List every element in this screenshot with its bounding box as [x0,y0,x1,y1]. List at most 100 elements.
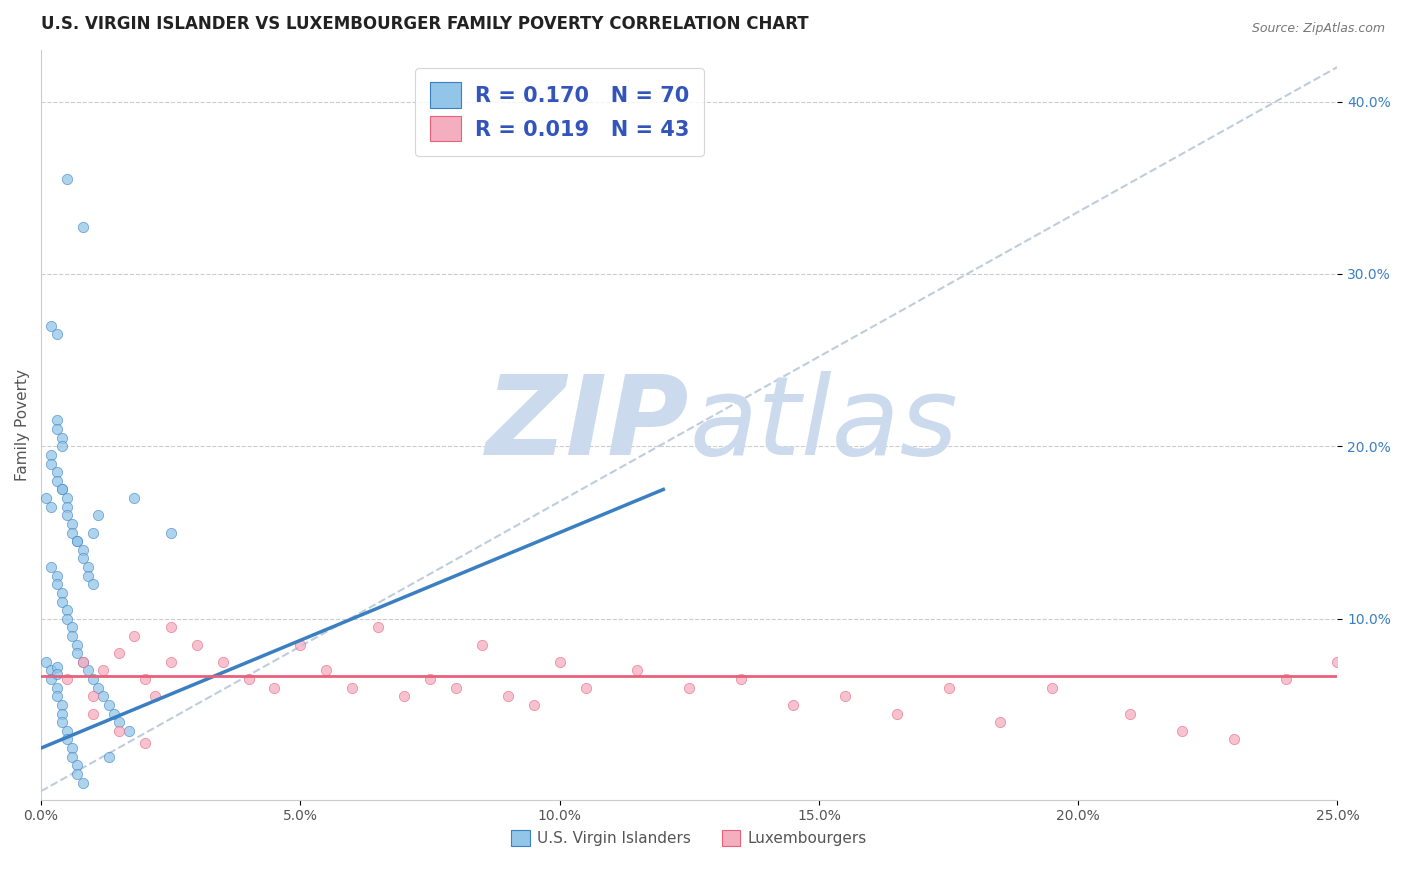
Point [76,560,98,574]
Point [45,327,67,342]
Point [988,715,1011,730]
Point [51,594,73,608]
Point [41,672,63,686]
Point [108,723,131,738]
Point [91,664,114,678]
Point [342,681,364,695]
Point [51,483,73,497]
Point [66,534,89,549]
Point [496,690,519,704]
Point [1119,706,1142,721]
Point [56,491,79,505]
Point [1326,655,1348,669]
Point [76,664,98,678]
Point [41,457,63,471]
Point [91,690,114,704]
Point [143,690,166,704]
Point [60,741,83,756]
Point [45,413,67,427]
Point [41,448,63,462]
Point [72,655,94,669]
Point [56,508,79,523]
Point [45,681,67,695]
Point [82,672,104,686]
Point [72,220,94,235]
Point [45,422,67,436]
Point [626,664,648,678]
Point [72,551,94,566]
Text: Source: ZipAtlas.com: Source: ZipAtlas.com [1251,22,1385,36]
Point [238,672,260,686]
Text: ZIP: ZIP [485,371,689,478]
Point [1222,732,1244,747]
Point [35,491,58,505]
Point [41,560,63,574]
Point [82,706,104,721]
Point [82,525,104,540]
Point [35,655,58,669]
Point [56,672,79,686]
Point [419,672,441,686]
Point [56,732,79,747]
Point [678,681,700,695]
Point [938,681,960,695]
Point [41,318,63,333]
Point [56,500,79,514]
Point [834,690,856,704]
Point [45,568,67,582]
Legend: R = 0.170   N = 70, R = 0.019   N = 43: R = 0.170 N = 70, R = 0.019 N = 43 [415,68,704,156]
Point [72,655,94,669]
Point [444,681,467,695]
Point [66,646,89,660]
Point [548,655,571,669]
Point [66,534,89,549]
Point [72,775,94,789]
Point [41,664,63,678]
Point [66,767,89,781]
Point [56,603,79,617]
Point [118,723,141,738]
Point [315,664,337,678]
Point [87,681,110,695]
Point [124,629,146,643]
Point [45,690,67,704]
Point [134,672,156,686]
Point [60,620,83,634]
Point [159,525,181,540]
Point [51,439,73,453]
Point [108,715,131,730]
Point [263,681,285,695]
Point [124,491,146,505]
Point [211,655,233,669]
Point [45,577,67,591]
Point [159,655,181,669]
Point [51,715,73,730]
Point [87,508,110,523]
Point [523,698,546,712]
Point [574,681,596,695]
Point [103,706,125,721]
Point [56,172,79,186]
Point [471,638,494,652]
Point [1274,672,1296,686]
Text: atlas: atlas [689,371,957,478]
Point [60,516,83,531]
Point [392,690,415,704]
Point [367,620,389,634]
Text: U.S. VIRGIN ISLANDER VS LUXEMBOURGER FAMILY POVERTY CORRELATION CHART: U.S. VIRGIN ISLANDER VS LUXEMBOURGER FAM… [41,15,808,33]
Point [41,500,63,514]
Point [82,690,104,704]
Point [66,758,89,772]
Point [97,749,120,764]
Point [782,698,804,712]
Point [134,736,156,750]
Point [730,672,752,686]
Point [1171,723,1194,738]
Point [56,723,79,738]
Y-axis label: Family Poverty: Family Poverty [15,368,30,481]
Point [76,568,98,582]
Point [72,542,94,557]
Point [51,706,73,721]
Point [886,706,908,721]
Point [51,586,73,600]
